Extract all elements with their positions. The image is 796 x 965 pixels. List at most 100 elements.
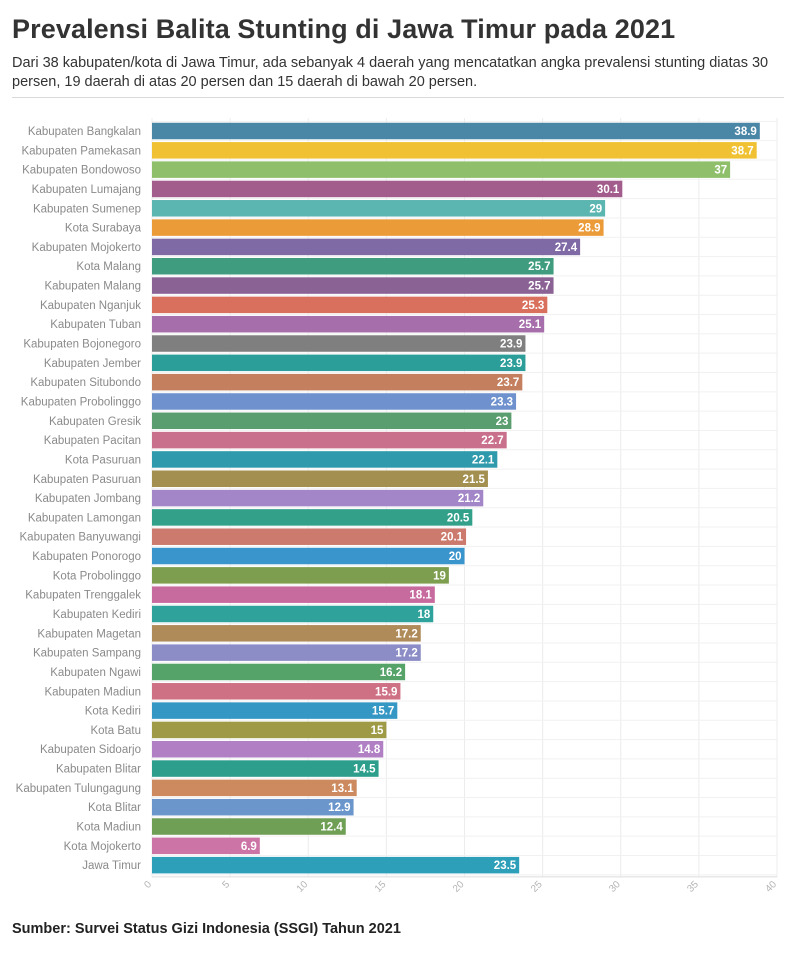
x-tick-label: 10: [295, 879, 311, 895]
category-label: Kota Surabaya: [65, 223, 142, 235]
bar: [152, 663, 406, 681]
category-label: Kabupaten Tuban: [50, 319, 141, 331]
category-label: Kabupaten Situbondo: [30, 377, 141, 389]
x-tick-label: 20: [451, 879, 467, 895]
bar: [152, 818, 346, 835]
category-label: Kabupaten Lamongan: [28, 512, 141, 524]
data-label: 6.9: [241, 841, 257, 853]
category-label: Kabupaten Magetan: [37, 628, 141, 640]
data-label: 18: [417, 609, 430, 621]
category-label: Kabupaten Bangkalan: [28, 126, 141, 138]
data-label: 23.3: [491, 396, 513, 408]
x-tick-label: 35: [685, 879, 701, 895]
category-label: Kabupaten Madiun: [44, 686, 141, 698]
data-label: 25.3: [522, 300, 544, 312]
category-label: Kabupaten Kediri: [53, 609, 141, 621]
data-label: 25.7: [528, 261, 550, 273]
data-label: 22.1: [472, 454, 495, 466]
category-label: Kabupaten Sampang: [33, 648, 141, 660]
bar-chart: Kabupaten Bangkalan 38.9 Kabupaten Pamekas…: [16, 118, 779, 895]
bar: [152, 200, 606, 217]
category-label: Kabupaten Tulungagung: [16, 783, 141, 795]
bar: [152, 315, 545, 333]
bar: [152, 296, 548, 314]
bar: [152, 451, 498, 468]
bar: [152, 393, 517, 410]
category-label: Kota Mojokerto: [64, 841, 141, 853]
bar: [152, 470, 488, 488]
data-label: 25.7: [528, 281, 550, 293]
bar: [152, 567, 449, 584]
data-label: 29: [589, 203, 602, 215]
category-label: Kabupaten Sumenep: [33, 203, 141, 215]
category-label: Kabupaten Jember: [44, 358, 141, 370]
category-label: Kabupaten Pacitan: [44, 435, 141, 447]
data-label: 19: [433, 570, 446, 582]
bar: [152, 798, 354, 816]
data-label: 23.7: [497, 377, 519, 389]
data-label: 28.9: [578, 223, 600, 235]
bar: [152, 335, 526, 352]
bar: [152, 625, 421, 642]
data-label: 25.1: [519, 319, 542, 331]
bar: [152, 605, 434, 623]
category-label: Kota Batu: [90, 725, 141, 737]
bar: [152, 586, 435, 603]
category-label: Kota Blitar: [88, 802, 141, 814]
category-label: Kabupaten Malang: [44, 281, 141, 293]
category-label: Kabupaten Blitar: [56, 764, 141, 776]
category-label: Kota Pasuruan: [65, 454, 141, 466]
category-label: Kota Malang: [76, 261, 141, 273]
bar: [152, 528, 467, 545]
bar: [152, 644, 421, 661]
data-label: 12.4: [320, 822, 343, 834]
data-label: 23: [496, 416, 509, 428]
data-label: 23.9: [500, 339, 522, 351]
category-label: Kabupaten Lumajang: [32, 184, 141, 196]
data-label: 13.1: [331, 783, 354, 795]
data-label: 27.4: [555, 242, 578, 254]
bars: Kabupaten Bangkalan 38.9 Kabupaten Pamekas…: [16, 122, 760, 874]
data-label: 23.5: [494, 860, 517, 872]
data-label: 15: [371, 725, 384, 737]
bar: [152, 180, 623, 198]
category-label: Kota Probolinggo: [53, 570, 141, 582]
category-label: Kabupaten Bojonegoro: [23, 339, 141, 351]
data-label: 18.1: [409, 590, 432, 602]
data-label: 14.8: [358, 744, 381, 756]
x-tick-label: 25: [529, 879, 545, 895]
category-label: Kabupaten Ponorogo: [32, 551, 141, 563]
category-label: Kota Madiun: [76, 822, 141, 834]
bar: [152, 412, 512, 430]
data-label: 15.7: [372, 706, 394, 718]
data-label: 38.9: [734, 126, 756, 138]
data-label: 21.2: [458, 493, 480, 505]
header-divider: [12, 97, 784, 98]
bar: [152, 373, 523, 391]
bar: [152, 721, 387, 739]
chart-title: Prevalensi Balita Stunting di Jawa Timur…: [12, 14, 676, 44]
data-label: 17.2: [395, 628, 417, 640]
data-label: 38.7: [731, 145, 753, 157]
category-label: Kabupaten Banyuwangi: [20, 532, 142, 544]
data-label: 14.5: [353, 764, 376, 776]
data-label: 21.5: [463, 474, 486, 486]
x-tick-label: 0: [142, 879, 154, 891]
x-tick-label: 5: [221, 879, 233, 891]
bar: [152, 489, 484, 507]
bar: [152, 547, 465, 565]
data-label: 16.2: [380, 667, 402, 679]
category-label: Kabupaten Trenggalek: [25, 590, 141, 602]
bar: [152, 431, 507, 449]
bar: [152, 837, 260, 855]
data-label: 12.9: [328, 802, 350, 814]
bar: [152, 683, 401, 700]
data-label: 20.5: [447, 512, 470, 524]
data-label: 30.1: [597, 184, 620, 196]
category-label: Kabupaten Pamekasan: [21, 145, 141, 157]
bar: [152, 856, 520, 874]
category-label: Kabupaten Bondowoso: [22, 165, 141, 177]
x-tick-label: 30: [607, 879, 623, 895]
category-label: Kabupaten Jombang: [35, 493, 141, 505]
data-label: 20: [449, 551, 462, 563]
